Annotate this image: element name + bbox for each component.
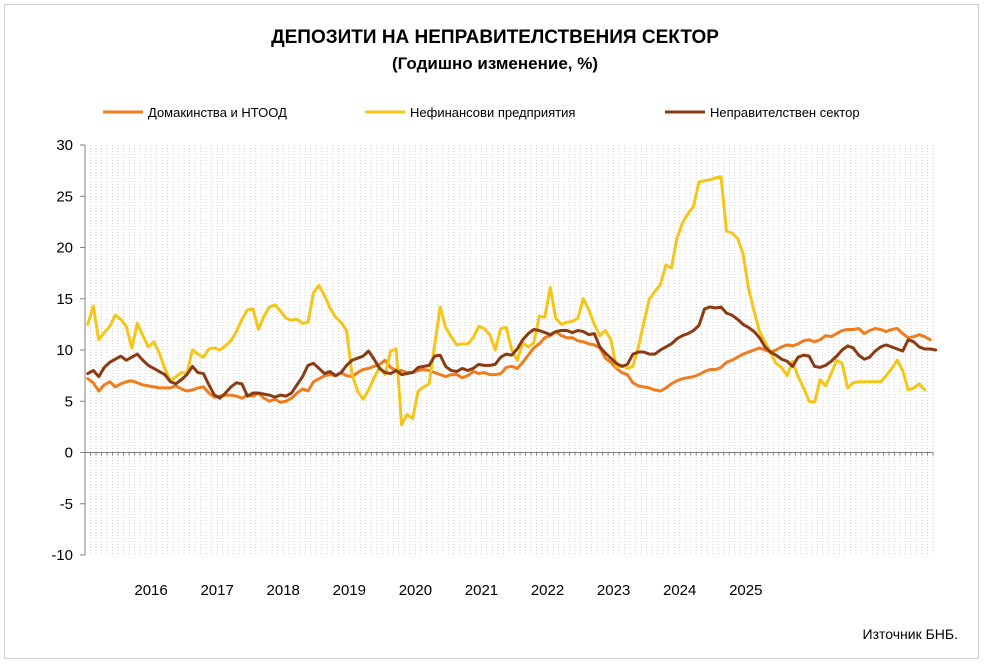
y-tick-label: 15: [56, 291, 73, 308]
x-tick-label: 2016: [134, 582, 167, 599]
legend-label-nongovernment: Неправителствен сектор: [710, 105, 860, 120]
series: [86, 175, 938, 427]
legend-label-nonfinancial: Нефинансови предприятия: [410, 105, 575, 120]
chart-frame: ДЕПОЗИТИ НА НЕПРАВИТЕЛСТВЕНИЯ СЕКТОР (Го…: [4, 4, 979, 659]
source-note: Източник БНБ.: [863, 626, 958, 642]
x-tick-label: 2024: [663, 582, 696, 599]
y-tick-label: 0: [65, 445, 73, 462]
y-tick-label: 5: [65, 393, 73, 410]
legend: Домакинства и НТООД Нефинансови предприя…: [103, 105, 860, 120]
series-line-nonfinancial: [86, 175, 927, 427]
y-tick-label: 10: [56, 342, 73, 359]
axes: 30 25 20 15 10 5 0 -5 -10 2016 2017 2018 2019 2020 202…: [51, 137, 934, 599]
x-tick-label: 2020: [399, 582, 432, 599]
legend-label-households: Домакинства и НТООД: [148, 105, 287, 120]
y-tick-label: 20: [56, 240, 73, 257]
x-tick-label: 2017: [200, 582, 233, 599]
chart-svg: ДЕПОЗИТИ НА НЕПРАВИТЕЛСТВЕНИЯ СЕКТОР (Го…: [51, 27, 958, 642]
series-line-households: [86, 326, 932, 404]
x-tick-label: 2019: [333, 582, 366, 599]
x-tick-label: 2022: [531, 582, 564, 599]
series-line-nongovernment: [86, 305, 938, 400]
x-tick-label: 2021: [465, 582, 498, 599]
x-tick-label: 2018: [267, 582, 300, 599]
chart-subtitle: (Годишно изменение, %): [392, 54, 598, 73]
x-tick-label: 2025: [729, 582, 762, 599]
y-tick-label: 25: [56, 188, 73, 205]
chart-title: ДЕПОЗИТИ НА НЕПРАВИТЕЛСТВЕНИЯ СЕКТОР: [271, 27, 719, 48]
grid: [84, 145, 934, 555]
y-tick-label: -10: [51, 547, 73, 564]
y-tick-label: -5: [60, 496, 73, 513]
x-tick-label: 2023: [597, 582, 630, 599]
y-tick-label: 30: [56, 137, 73, 154]
